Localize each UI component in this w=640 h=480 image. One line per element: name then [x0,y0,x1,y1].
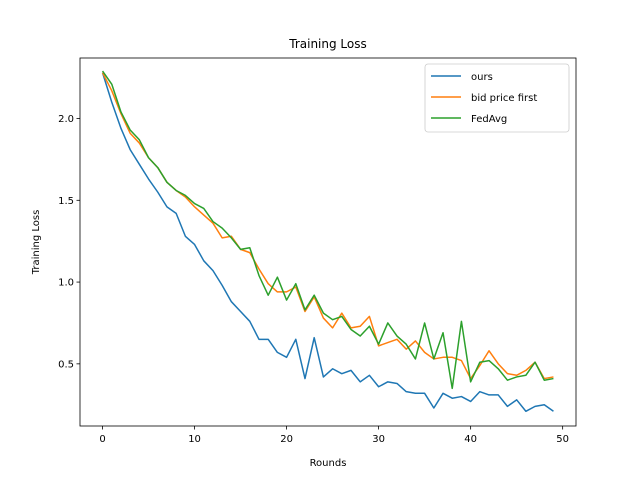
series-layer [101,70,554,413]
y-axis-label: Training Loss [31,210,42,276]
series-line-ours [101,72,554,413]
legend-label-fedavg: FedAvg [471,114,507,125]
x-tick-label: 0 [99,434,105,445]
x-tick-label: 40 [464,434,477,445]
plot-area-frame [79,57,577,427]
ticks-layer: 0 10 20 30 40 50 0.5 1.0 1.5 2.0 [58,114,569,445]
legend: ours bid price first FedAvg [424,63,570,133]
x-tick-label: 20 [280,434,293,445]
legend-label-bid-price-first: bid price first [471,93,537,104]
legend-label-ours: ours [471,72,493,83]
series-line-fedavg [101,70,554,390]
y-tick-label: 1.0 [58,278,74,289]
x-tick-label: 10 [188,434,201,445]
x-tick-label: 30 [372,434,385,445]
x-tick-label: 50 [556,434,569,445]
x-axis-label: Rounds [310,458,347,469]
y-tick-label: 0.5 [58,359,74,370]
chart-title: Training Loss [288,37,366,51]
legend-box [424,63,570,133]
y-tick-label: 1.5 [58,196,74,207]
y-tick-label: 2.0 [58,114,74,125]
